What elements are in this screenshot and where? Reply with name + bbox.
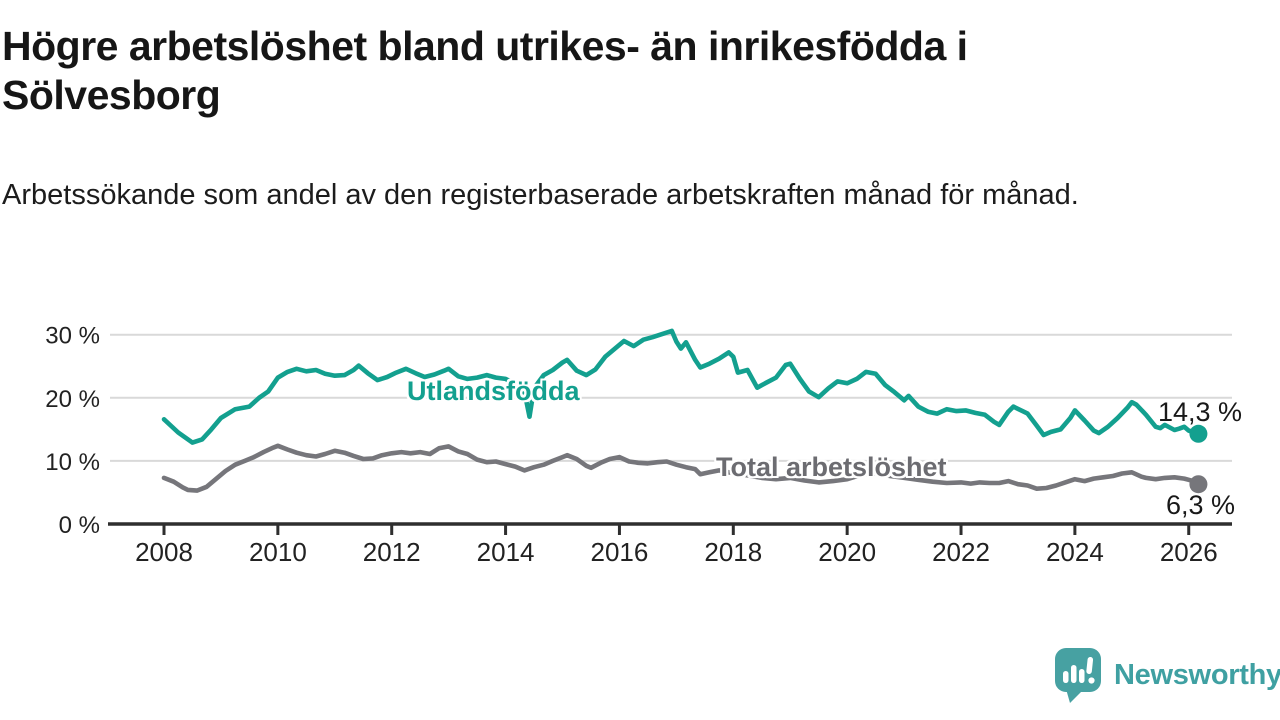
series-end-dot-utlandsfodda bbox=[1189, 424, 1208, 443]
x-tick-label: 2024 bbox=[1046, 537, 1104, 567]
end-value-label-total: 6,3 % bbox=[1166, 490, 1236, 520]
x-tick-label: 2016 bbox=[591, 537, 649, 567]
series-line-utlandsfodda bbox=[161, 328, 1201, 445]
x-tick-label: 2014 bbox=[477, 537, 535, 567]
x-tick-label: 2018 bbox=[704, 537, 762, 567]
chart-subtitle: Arbetssökande som andel av den registerb… bbox=[2, 179, 1079, 211]
newsworthy-wordmark: Newsworthy bbox=[1114, 658, 1280, 691]
y-tick-label: 20 % bbox=[45, 386, 100, 413]
x-tick-label: 2010 bbox=[249, 537, 307, 567]
x-tick-label: 2022 bbox=[932, 537, 990, 567]
series-label-utlandsfodda: Utlandsfödda bbox=[407, 376, 580, 406]
series-label-total-arbetsloshet: Total arbetslöshet bbox=[716, 452, 947, 482]
x-tick-label: 2008 bbox=[135, 537, 193, 567]
chart-title: Högre arbetslöshet bland utrikes- än inr… bbox=[2, 22, 1162, 120]
y-tick-label: 30 % bbox=[45, 323, 100, 350]
chart-title-line-2: Sölvesborg bbox=[2, 72, 221, 118]
series-line-total bbox=[161, 443, 1201, 493]
chart-title-line-1: Högre arbetslöshet bland utrikes- än inr… bbox=[2, 23, 968, 69]
newsworthy-bubble-icon bbox=[1055, 648, 1101, 703]
series-end-dot-total bbox=[1189, 475, 1208, 494]
x-tick-label: 2012 bbox=[363, 537, 421, 567]
y-tick-label: 0 % bbox=[59, 512, 100, 539]
end-value-label-utlandsfodda: 14,3 % bbox=[1158, 397, 1243, 427]
x-tick-label: 2026 bbox=[1160, 537, 1218, 567]
y-tick-label: 10 % bbox=[45, 449, 100, 476]
x-tick-label: 2020 bbox=[818, 537, 876, 567]
newsworthy-logo: Newsworthy bbox=[1054, 646, 1280, 704]
